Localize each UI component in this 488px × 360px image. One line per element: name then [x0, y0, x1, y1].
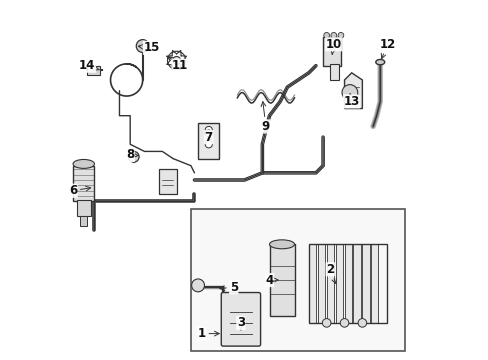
Bar: [73, 166, 94, 202]
Circle shape: [191, 279, 204, 292]
Circle shape: [205, 126, 212, 134]
Ellipse shape: [73, 159, 94, 168]
Circle shape: [323, 32, 329, 38]
Text: 2: 2: [325, 263, 336, 284]
Bar: [353, 244, 360, 323]
Circle shape: [322, 319, 330, 327]
Circle shape: [128, 152, 139, 162]
Circle shape: [357, 319, 366, 327]
Polygon shape: [344, 73, 362, 109]
Bar: [329, 64, 339, 80]
Text: 15: 15: [138, 41, 160, 54]
Bar: [317, 244, 324, 323]
Text: 11: 11: [172, 59, 188, 72]
Bar: [326, 244, 333, 323]
Text: 9: 9: [261, 102, 269, 133]
Circle shape: [340, 319, 348, 327]
Text: 8: 8: [126, 148, 138, 162]
Text: 12: 12: [379, 38, 395, 59]
Text: 4: 4: [265, 274, 278, 287]
Ellipse shape: [375, 59, 384, 65]
FancyBboxPatch shape: [221, 293, 260, 346]
Ellipse shape: [269, 240, 294, 249]
Bar: [77, 200, 91, 216]
Bar: [198, 123, 219, 158]
Bar: [159, 169, 176, 194]
Text: 5: 5: [219, 281, 238, 294]
Bar: [308, 244, 386, 323]
Circle shape: [341, 85, 357, 100]
Bar: [80, 216, 87, 226]
Bar: [362, 244, 369, 323]
Circle shape: [330, 32, 336, 38]
Bar: [323, 37, 340, 66]
Circle shape: [337, 32, 343, 38]
Text: 1: 1: [197, 327, 219, 340]
Bar: [190, 208, 405, 351]
Text: 7: 7: [204, 131, 212, 144]
Circle shape: [172, 57, 180, 64]
Bar: [370, 244, 378, 323]
Bar: [335, 244, 342, 323]
Text: 14: 14: [79, 59, 99, 72]
Bar: [269, 244, 294, 316]
Text: 6: 6: [69, 184, 90, 197]
Text: 3: 3: [236, 316, 244, 330]
Circle shape: [205, 130, 212, 137]
Bar: [308, 244, 315, 323]
Text: 10: 10: [325, 38, 341, 54]
Text: 13: 13: [343, 94, 359, 108]
Bar: [87, 66, 100, 75]
Bar: [344, 244, 351, 323]
Circle shape: [205, 141, 212, 148]
Circle shape: [136, 40, 149, 53]
